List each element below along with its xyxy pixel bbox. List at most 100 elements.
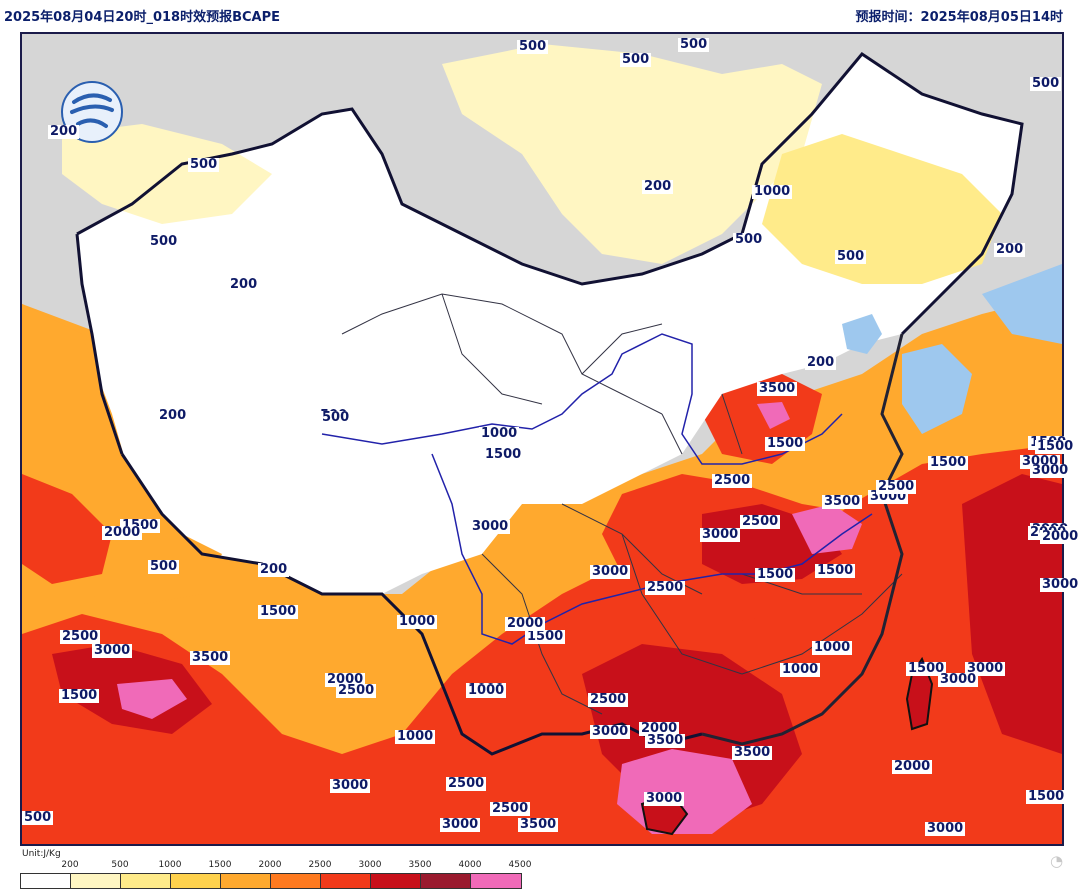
contour-label: 2000 <box>325 672 366 687</box>
contour-label: 1000 <box>466 683 507 698</box>
contour-label: 1500 <box>483 447 524 462</box>
contour-label: 1500 <box>258 604 299 619</box>
contour-label: 2500 <box>712 473 753 488</box>
contour-label: 200 <box>805 355 837 370</box>
contour-label: 3000 <box>330 778 371 793</box>
contour-label: 500 <box>517 39 549 54</box>
contour-label: 2500 <box>490 801 531 816</box>
yangtze-river <box>431 453 873 645</box>
legend-tick-label: 4000 <box>458 860 482 870</box>
legend-tick-label: 1000 <box>158 860 182 870</box>
contour-label: 3500 <box>757 381 798 396</box>
legend-swatch <box>221 874 271 888</box>
legend-swatch <box>371 874 421 888</box>
contour-label: 2500 <box>336 683 377 698</box>
legend-tick-label: 3500 <box>408 860 432 870</box>
contour-label: 500 <box>678 37 710 52</box>
contour-label: 1500 <box>755 567 796 582</box>
contour-label: 500 <box>620 52 652 67</box>
contour-label: 1500 <box>928 455 969 470</box>
legend-tick-label: 200 <box>61 860 79 870</box>
contour-label: 2500 <box>740 514 781 529</box>
contour-label: 3000 <box>965 661 1006 676</box>
cape-field-west-band-red <box>22 474 112 584</box>
cape-field-north-china-pink <box>757 402 790 429</box>
map-title: 2025年08月04日20时_018时效预报BCAPE <box>4 10 281 25</box>
contour-label: 500 <box>188 157 220 172</box>
contour-label: 1500 <box>765 436 806 451</box>
legend-tick-label: 2500 <box>308 860 332 870</box>
contour-label: 500 <box>148 234 180 249</box>
contour-label: 200 <box>48 124 80 139</box>
japan-sea <box>982 264 1062 344</box>
contour-label: 1500 <box>1035 439 1076 454</box>
contour-label: 1500 <box>815 563 856 578</box>
taiwan-island <box>905 656 934 731</box>
contour-label: 500 <box>320 410 352 425</box>
contour-label: 2500 <box>588 692 629 707</box>
cape-field-east-red <box>962 474 1062 754</box>
contour-label: 1000 <box>397 614 438 629</box>
contour-label: 3500 <box>645 733 686 748</box>
legend-tick-label: 1500 <box>208 860 232 870</box>
contour-label: 3000 <box>925 821 966 836</box>
contour-label: 2500 <box>645 580 686 595</box>
cape-field-pink-west <box>117 679 187 719</box>
contour-label: 2500 <box>446 776 487 791</box>
yellow-sea <box>902 344 972 434</box>
legend-swatch <box>21 874 71 888</box>
legend-tick-label: 500 <box>111 860 129 870</box>
contour-label: 3000 <box>470 519 511 534</box>
cape-field-northeast-yellow <box>762 134 1002 284</box>
bohai-sea <box>842 314 882 354</box>
contour-label: 3000 <box>590 724 631 739</box>
contour-label: 1500 <box>525 629 566 644</box>
contour-label: 1000 <box>395 729 436 744</box>
legend-colorbar <box>20 873 522 889</box>
legend-swatch <box>121 874 171 888</box>
contour-label: 3500 <box>822 494 863 509</box>
contour-label: 1500 <box>59 688 100 703</box>
province-borders <box>341 293 903 715</box>
contour-label: 2500 <box>876 479 917 494</box>
contour-label: 500 <box>733 232 765 247</box>
contour-label: 3000 <box>440 817 481 832</box>
contour-label: 3000 <box>1040 577 1081 592</box>
contour-label: 3500 <box>190 650 231 665</box>
contour-label: 500 <box>22 810 54 825</box>
map-panel <box>20 32 1064 846</box>
contour-label: 1500 <box>1026 789 1067 804</box>
contour-label: 1000 <box>752 184 793 199</box>
contour-label: 200 <box>228 277 260 292</box>
contour-label: 2000 <box>1040 529 1081 544</box>
contour-label: 200 <box>157 408 189 423</box>
legend-swatch <box>421 874 471 888</box>
legend-swatch <box>471 874 521 888</box>
legend-swatch <box>71 874 121 888</box>
contour-label: 2000 <box>892 759 933 774</box>
yellow-river <box>321 333 843 465</box>
legend-swatch <box>321 874 371 888</box>
contour-label: 200 <box>258 562 290 577</box>
legend-unit: Unit:J/Kg <box>22 849 61 859</box>
watermark-glyph: ◔ <box>1050 852 1064 870</box>
contour-label: 2000 <box>102 525 143 540</box>
legend-tick-label: 4500 <box>508 860 532 870</box>
cape-field-nw-yellow <box>62 124 272 224</box>
cape-field-north-yellow <box>442 44 822 264</box>
contour-label: 200 <box>994 242 1026 257</box>
contour-label: 500 <box>835 249 867 264</box>
contour-label: 2500 <box>60 629 101 644</box>
contour-label: 500 <box>148 559 180 574</box>
contour-label: 1000 <box>812 640 853 655</box>
contour-label: 2000 <box>639 721 680 736</box>
legend-swatch <box>171 874 221 888</box>
contour-label: 2000 <box>505 616 546 631</box>
contour-label: 1000 <box>780 662 821 677</box>
contour-label: 3000 <box>1030 463 1071 478</box>
forecast-time: 预报时间：2025年08月05日14时 <box>855 10 1063 25</box>
contour-label: 500 <box>1030 76 1062 91</box>
contour-label: 3000 <box>590 564 631 579</box>
contour-label: 3000 <box>700 527 741 542</box>
east-coast <box>701 333 904 746</box>
